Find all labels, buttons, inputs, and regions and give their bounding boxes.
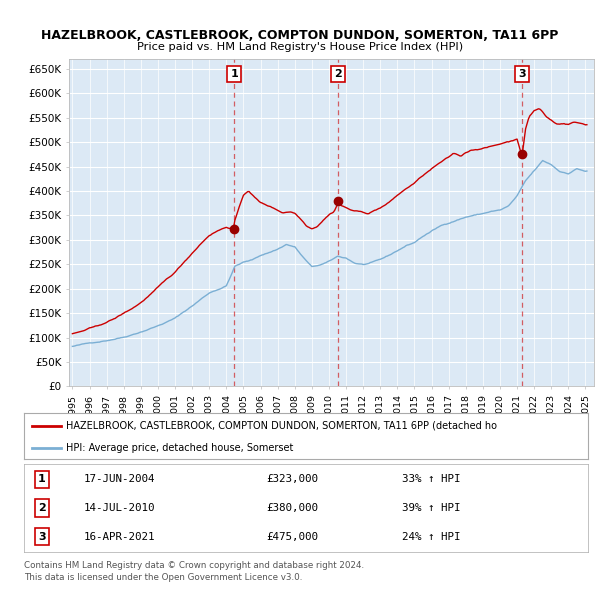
Text: 39% ↑ HPI: 39% ↑ HPI <box>402 503 460 513</box>
Text: £323,000: £323,000 <box>266 474 319 484</box>
Text: 1: 1 <box>38 474 46 484</box>
Text: 1: 1 <box>230 69 238 78</box>
Text: 24% ↑ HPI: 24% ↑ HPI <box>402 532 460 542</box>
Text: Contains HM Land Registry data © Crown copyright and database right 2024.: Contains HM Land Registry data © Crown c… <box>24 560 364 570</box>
Text: 17-JUN-2004: 17-JUN-2004 <box>83 474 155 484</box>
Text: 3: 3 <box>518 69 526 78</box>
Text: 33% ↑ HPI: 33% ↑ HPI <box>402 474 460 484</box>
Text: HPI: Average price, detached house, Somerset: HPI: Average price, detached house, Some… <box>66 442 293 453</box>
Text: 16-APR-2021: 16-APR-2021 <box>83 532 155 542</box>
Text: Price paid vs. HM Land Registry's House Price Index (HPI): Price paid vs. HM Land Registry's House … <box>137 42 463 51</box>
Text: 2: 2 <box>38 503 46 513</box>
Text: 2: 2 <box>334 69 342 78</box>
Text: 3: 3 <box>38 532 46 542</box>
Text: HAZELBROOK, CASTLEBROOK, COMPTON DUNDON, SOMERTON, TA11 6PP: HAZELBROOK, CASTLEBROOK, COMPTON DUNDON,… <box>41 29 559 42</box>
Text: HAZELBROOK, CASTLEBROOK, COMPTON DUNDON, SOMERTON, TA11 6PP (detached ho: HAZELBROOK, CASTLEBROOK, COMPTON DUNDON,… <box>66 421 497 431</box>
Text: £475,000: £475,000 <box>266 532 319 542</box>
Text: 14-JUL-2010: 14-JUL-2010 <box>83 503 155 513</box>
Text: This data is licensed under the Open Government Licence v3.0.: This data is licensed under the Open Gov… <box>24 572 302 582</box>
Text: £380,000: £380,000 <box>266 503 319 513</box>
